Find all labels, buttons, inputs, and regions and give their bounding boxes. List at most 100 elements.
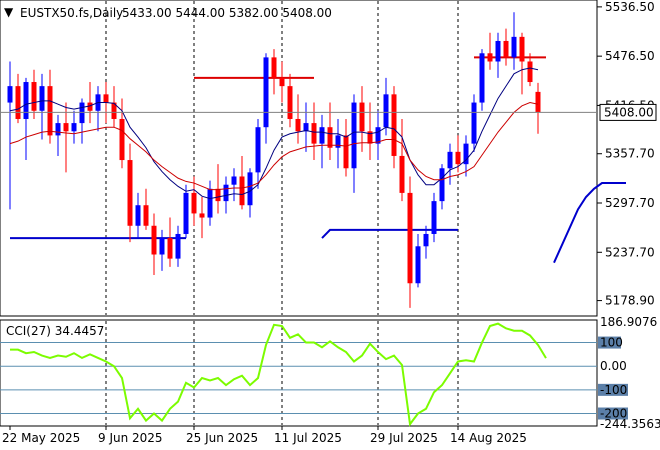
date-tick-label: 14 Aug 2025 xyxy=(450,431,527,445)
cci-axis: 186.9076 100 0.00 -100 -200-244.3563 xyxy=(598,315,660,431)
bull-candle xyxy=(471,102,477,144)
price-tick-label: 5178.90 xyxy=(605,294,655,308)
bull-candle xyxy=(159,238,165,255)
bear-candle xyxy=(327,127,333,148)
bear-candle xyxy=(455,151,461,165)
current-price-box xyxy=(599,103,657,121)
price-axis: 5536.505476.505416.505357.705297.705237.… xyxy=(597,0,655,308)
bear-candle xyxy=(391,94,397,156)
moving-average-lines xyxy=(9,67,539,200)
price-tick-label: 5536.50 xyxy=(605,0,655,14)
cci-tick-label: 100 xyxy=(600,336,623,350)
bull-candle xyxy=(231,176,237,185)
bear-candle xyxy=(287,86,293,119)
date-tick-label: 22 May 2025 xyxy=(2,431,80,445)
bear-candle xyxy=(119,118,125,161)
bear-candle xyxy=(367,131,373,144)
bull-candle xyxy=(247,172,253,206)
cci-tick-label: -244.3563 xyxy=(600,417,660,431)
date-axis: 22 May 2025 9 Jun 2025 25 Jun 2025 11 Jul 2… xyxy=(2,426,527,445)
cci-tick-label: 0.00 xyxy=(600,359,627,373)
bear-candle xyxy=(535,91,541,113)
cci-series-line xyxy=(10,322,547,427)
candlestick-series xyxy=(7,12,541,308)
cci-level-box xyxy=(598,336,621,349)
header-triangle-icon: ▼ xyxy=(4,5,14,19)
bear-candle xyxy=(87,102,93,111)
bear-candle xyxy=(215,188,221,202)
bull-candle xyxy=(479,53,485,103)
bull-candle xyxy=(255,127,261,173)
bear-candle xyxy=(487,53,493,62)
cci-line xyxy=(10,322,547,427)
bull-candle xyxy=(263,57,269,128)
bear-candle xyxy=(279,77,285,87)
bear-candle xyxy=(271,57,277,78)
level-line xyxy=(321,228,458,239)
bull-candle xyxy=(375,127,381,144)
date-tick-label: 9 Jun 2025 xyxy=(98,431,163,445)
bear-candle xyxy=(359,102,365,132)
cci-level-box xyxy=(598,383,628,396)
price-tick-label: 5476.50 xyxy=(605,49,655,63)
bull-candle xyxy=(415,246,421,284)
bull-candle xyxy=(463,143,469,165)
price-tick-label: 5237.70 xyxy=(605,245,655,259)
cci-tick-label: 186.9076 xyxy=(600,315,657,329)
bull-candle xyxy=(511,36,517,58)
bull-candle xyxy=(495,40,501,62)
indicator-panel-frame xyxy=(0,319,598,427)
bull-candle xyxy=(319,127,325,144)
bear-candle xyxy=(527,61,533,83)
price-tick-label: 5357.70 xyxy=(605,147,655,161)
bear-candle xyxy=(111,102,117,119)
bull-candle xyxy=(71,123,77,132)
cci-level-box xyxy=(598,407,628,420)
bear-candle xyxy=(199,213,205,218)
bear-candle xyxy=(127,160,133,226)
bull-candle xyxy=(335,135,341,148)
bear-candle xyxy=(191,192,197,214)
bull-candle xyxy=(39,86,45,111)
bear-candle xyxy=(103,94,109,103)
date-tick-label: 11 Jul 2025 xyxy=(274,431,342,445)
chart-symbol: EUSTX50.fs,Daily xyxy=(20,6,123,20)
bull-candle xyxy=(207,188,213,218)
bull-candle xyxy=(135,205,141,226)
bull-candle xyxy=(383,94,389,128)
ema-fast-line xyxy=(9,67,539,200)
bear-candle xyxy=(167,238,173,259)
bear-candle xyxy=(407,192,413,284)
ema-slow-line xyxy=(9,102,539,191)
bear-candle xyxy=(63,123,69,132)
bull-candle xyxy=(423,233,429,247)
bear-candle xyxy=(47,86,53,136)
bear-candle xyxy=(343,135,349,169)
bear-candle xyxy=(151,225,157,255)
bull-candle xyxy=(351,102,357,169)
bull-candle xyxy=(303,123,309,132)
bull-candle xyxy=(183,192,189,234)
ohlc-readout: 5433.00 5444.00 5382.00 5408.00 xyxy=(122,6,332,20)
date-tick-label: 29 Jul 2025 xyxy=(370,431,438,445)
bull-candle xyxy=(223,184,229,202)
price-tick-label: 5297.70 xyxy=(605,196,655,210)
cci-tick-label: -200 xyxy=(600,407,627,421)
bull-candle xyxy=(7,86,13,103)
bear-candle xyxy=(31,82,37,111)
bull-candle xyxy=(439,168,445,202)
bear-candle xyxy=(239,176,245,206)
cci-label: CCI(27) 34.4457 xyxy=(6,324,104,338)
bear-candle xyxy=(295,118,301,132)
current-price-label: 5408.00 xyxy=(604,105,654,119)
cci-level-lines xyxy=(0,342,597,415)
support-resistance-lines xyxy=(10,56,626,264)
bear-candle xyxy=(519,36,525,62)
bear-candle xyxy=(311,123,317,144)
bull-candle xyxy=(175,233,181,259)
cci-tick-label: -100 xyxy=(600,383,627,397)
bull-candle xyxy=(431,201,437,234)
date-tick-label: 25 Jun 2025 xyxy=(186,431,258,445)
bear-candle xyxy=(143,205,149,226)
